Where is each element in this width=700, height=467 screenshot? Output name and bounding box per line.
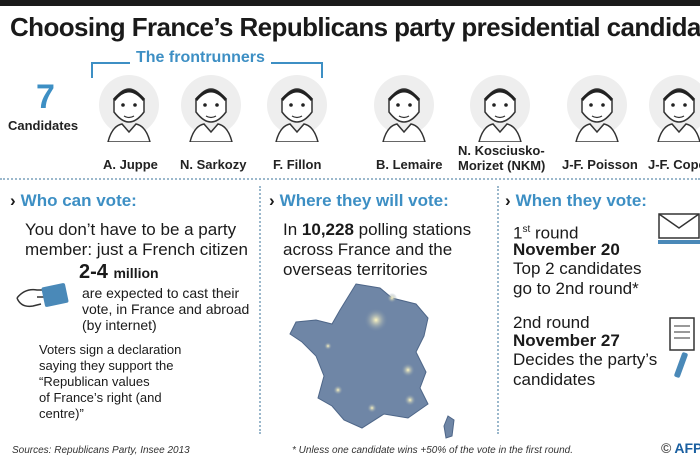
- column-divider: [259, 186, 261, 434]
- who-intro: You don’t have to be a party member: jus…: [25, 220, 248, 259]
- round2-label: 2nd round: [513, 313, 590, 332]
- voters-figure-text: are expected to cast their vote, in Fran…: [82, 285, 250, 333]
- portrait-icon: [469, 72, 531, 142]
- portrait-icon: [266, 72, 328, 142]
- voters-figure: 2-4 million: [79, 261, 159, 283]
- portrait-icon: [566, 72, 628, 142]
- chevron-right-icon: ›: [269, 191, 275, 210]
- candidates-count: 7: [36, 78, 55, 116]
- chevron-right-icon: ›: [505, 191, 511, 210]
- afp-logo: © AFP: [661, 440, 700, 456]
- candidates-label: Candidates: [8, 118, 79, 133]
- candidate-name: A. Juppe: [103, 157, 158, 172]
- section-divider: [0, 178, 700, 180]
- candidate-name: Morizet (NKM): [458, 158, 546, 173]
- round1-label: 1st round: [513, 223, 579, 243]
- round2-date: November 27: [513, 331, 620, 350]
- portrait-icon: [648, 72, 700, 142]
- envelope-icon: [658, 212, 700, 251]
- declaration-text: Voters sign a declaration saying they su…: [39, 342, 182, 421]
- top-bar: [0, 0, 700, 6]
- round2-text: Decides the party’s candidates: [513, 350, 658, 389]
- france-map-icon: [288, 280, 468, 445]
- portrait-icon: [180, 72, 242, 142]
- candidate-name: F. Fillon: [273, 157, 322, 172]
- candidate-name: B. Lemaire: [376, 157, 443, 172]
- candidate-name: J-F. Poisson: [562, 157, 638, 172]
- column-divider: [497, 186, 499, 434]
- when-heading: › When they vote:: [505, 191, 647, 210]
- round1-text: Top 2 candidates go to 2nd round*: [513, 259, 642, 298]
- where-heading: › Where they will vote:: [269, 191, 449, 210]
- hand-voting-icon: [15, 280, 71, 319]
- document-pen-icon: [668, 316, 698, 387]
- sources-note: Sources: Republicans Party, Insee 2013: [12, 445, 190, 456]
- candidate-name: J-F. Cope: [648, 157, 700, 172]
- portrait-icon: [373, 72, 435, 142]
- round1-date: November 20: [513, 240, 620, 259]
- who-heading: › Who can vote:: [10, 191, 137, 210]
- where-text: In 10,228 polling stations across France…: [283, 220, 472, 279]
- page-title: Choosing France’s Republicans party pres…: [10, 12, 700, 42]
- footnote: * Unless one candidate wins +50% of the …: [292, 445, 574, 456]
- chevron-right-icon: ›: [10, 191, 16, 210]
- portrait-icon: [98, 72, 160, 142]
- frontrunners-label: The frontrunners: [130, 49, 271, 67]
- candidate-name: N. Sarkozy: [180, 157, 247, 172]
- candidate-name: N. Kosciusko-: [458, 143, 545, 158]
